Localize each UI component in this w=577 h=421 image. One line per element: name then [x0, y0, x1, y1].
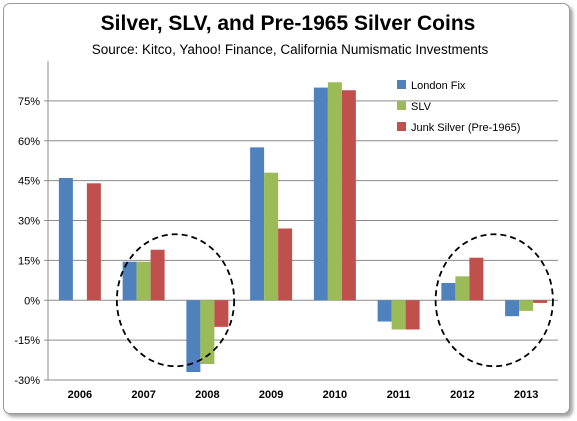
bar [405, 300, 420, 330]
x-tick-label: 2009 [259, 389, 283, 401]
chart-title: Silver, SLV, and Pre-1965 Silver Coins [101, 12, 476, 35]
bar [250, 147, 265, 301]
bar [278, 228, 293, 301]
y-tick-label: 45% [18, 176, 40, 188]
dashed-circle-annotation [434, 233, 554, 368]
x-tick-label: 2013 [514, 389, 538, 401]
bar [122, 261, 137, 301]
bar [377, 300, 392, 322]
bar [214, 300, 229, 327]
bar [391, 300, 406, 330]
x-tick-label: 2012 [450, 389, 474, 401]
y-tick-label: 0% [24, 295, 40, 307]
bar [341, 90, 356, 301]
bar [505, 300, 520, 317]
y-tick-label: 75% [18, 96, 40, 108]
bar [136, 261, 151, 301]
legend-label: Junk Silver (Pre-1965) [411, 122, 520, 134]
bar [519, 300, 534, 311]
bar [313, 87, 328, 301]
legend-swatch [397, 101, 406, 110]
bar [327, 82, 342, 301]
legend-label: SLV [411, 101, 432, 113]
y-tick-label: -30% [14, 375, 40, 387]
annotations [115, 233, 554, 368]
x-tick-label: 2008 [195, 389, 219, 401]
y-tick-label: 15% [18, 255, 40, 267]
axes: -30% -15% 0% 15% 30% 45% 60% 75% 2006 2007 2008 200… [14, 61, 538, 401]
x-tick-label: 2011 [387, 389, 411, 401]
legend-label: London Fix [411, 80, 466, 92]
legend-swatch [397, 122, 406, 131]
bar [86, 183, 101, 301]
bar [441, 282, 456, 301]
bar [264, 172, 279, 301]
x-tick-label: 2006 [68, 389, 92, 401]
x-tick-label: 2007 [131, 389, 155, 401]
bar [455, 276, 470, 301]
bar [186, 300, 201, 373]
y-tick-label: 60% [18, 136, 40, 148]
bar [533, 300, 548, 303]
bars [58, 82, 548, 373]
x-tick-label: 2010 [323, 389, 347, 401]
bar [469, 257, 484, 301]
y-tick-label: -15% [14, 335, 40, 347]
chart-subtitle: Source: Kitco, Yahoo! Finance, Californi… [92, 42, 489, 57]
y-tick-label: 30% [18, 216, 40, 228]
gridlines [48, 100, 558, 381]
bar [200, 300, 215, 365]
dashed-circle-annotation [115, 233, 236, 368]
bar [150, 249, 165, 301]
bar [58, 177, 73, 301]
legend-swatch [397, 80, 406, 89]
legend: London Fix SLV Junk Silver (Pre-1965) [397, 80, 520, 134]
